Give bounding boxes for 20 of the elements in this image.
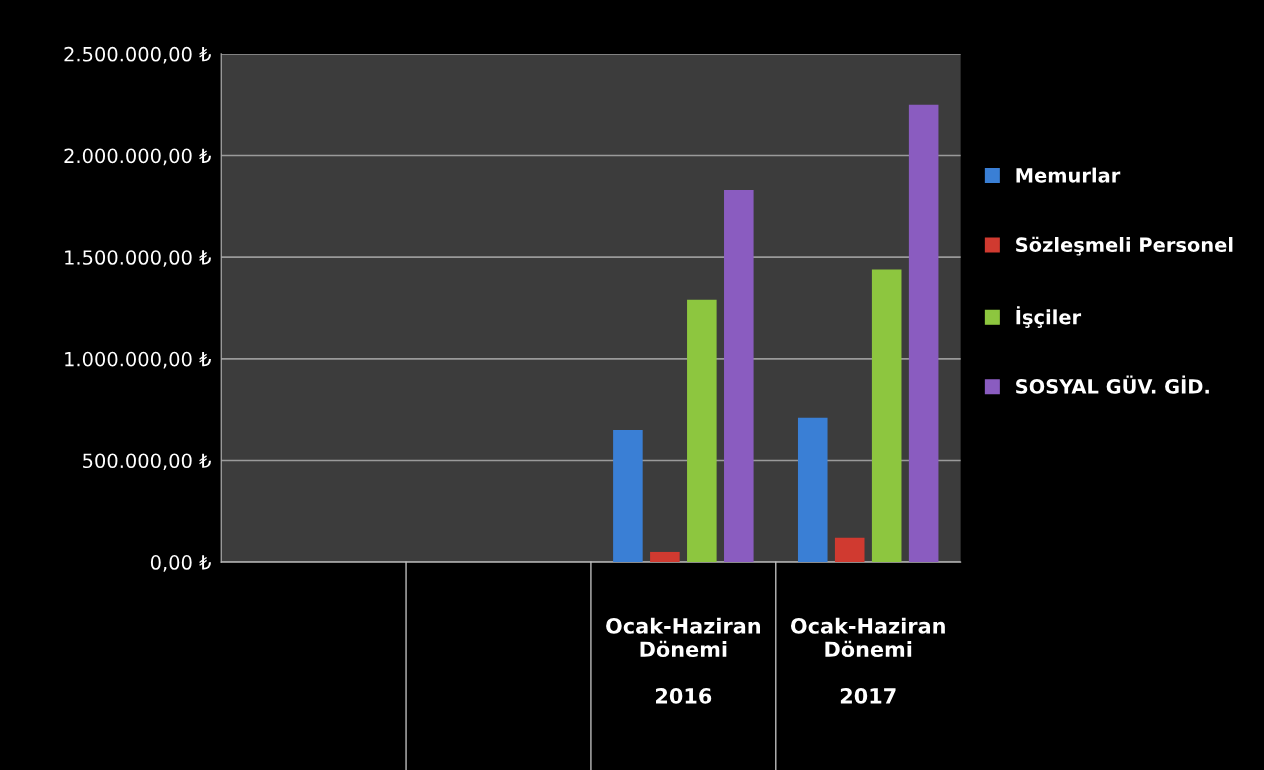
bar [687, 299, 717, 563]
y-tick-label: 1.000.000,00 ₺ [65, 351, 211, 369]
y-tick-label: 1.500.000,00 ₺ [65, 250, 211, 267]
bar [650, 551, 680, 563]
bar [871, 269, 902, 563]
bar [908, 104, 939, 563]
bar [613, 429, 643, 563]
legend-label: İşçiler [1016, 306, 1082, 328]
legend-label: SOSYAL GÜV. GİD. [1016, 375, 1209, 394]
category-label: Ocak-Haziran Dönemi 2016 [606, 617, 760, 704]
y-tick-label: 2.000.000,00 ₺ [64, 148, 211, 166]
bar [797, 417, 828, 563]
category-label: Ocak-Haziran Dönemi 2017 [790, 617, 945, 704]
y-tick-label: 500.000,00 ₺ [83, 453, 211, 471]
bar [724, 190, 754, 563]
bar [834, 537, 865, 563]
y-tick-label: 2.500.000,00 ₺ [64, 46, 211, 64]
legend-label: Memurlar [1016, 167, 1121, 183]
y-tick-label: 0,00 ₺ [150, 555, 211, 572]
legend-label: Sözleşmeli Personel [1016, 236, 1233, 256]
